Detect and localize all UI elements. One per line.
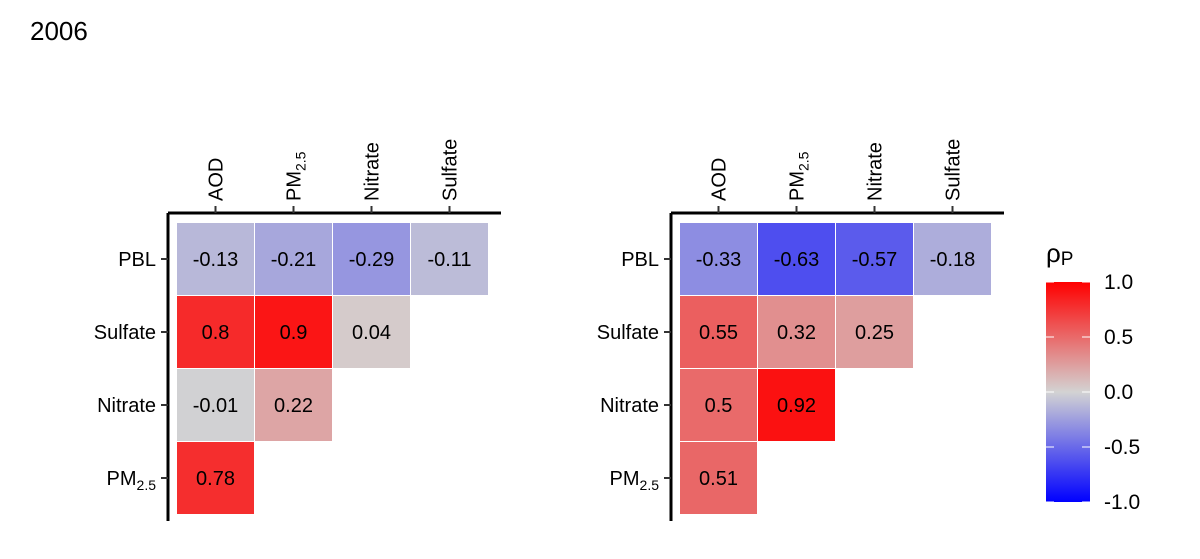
- x-tick-label: Sulfate: [440, 139, 462, 201]
- colorbar-tick-label: 0.0: [1104, 381, 1133, 404]
- cell-value-label: 0.92: [777, 395, 816, 417]
- heatmap-panel-1: -0.13 -0.21 -0.29 -0.11 0.8 0.9 0.04 -0.01 0.22 0…: [94, 139, 501, 521]
- colorbar-tick-label: 1.0: [1104, 271, 1133, 294]
- heatmap-cell: [758, 369, 835, 441]
- cell-value-label: -0.29: [349, 249, 395, 271]
- heatmap-cell: [177, 296, 254, 368]
- cell-value-label: 0.32: [777, 322, 816, 344]
- x-tick-label: Sulfate: [943, 139, 965, 201]
- heatmap-cell: [333, 223, 410, 295]
- x-tick-label: AOD: [206, 158, 228, 201]
- cell-value-label: 0.04: [352, 322, 391, 344]
- y-tick-label: PM2.5: [610, 468, 660, 493]
- cell-value-label: -0.21: [271, 249, 317, 271]
- heatmap-cell: [914, 223, 991, 295]
- heatmap-cell: [255, 296, 332, 368]
- x-tick-label: Nitrate: [362, 142, 384, 201]
- y-tick-label: PBL: [118, 249, 156, 271]
- y-tick-label: PM2.5: [107, 468, 157, 493]
- heatmap-cell: [758, 296, 835, 368]
- heatmap-cell: [177, 369, 254, 441]
- cell-value-label: -0.57: [852, 249, 898, 271]
- cell-value-label: 0.5: [705, 395, 733, 417]
- heatmap-cell: [758, 223, 835, 295]
- colorbar-tick-label: 0.5: [1104, 326, 1133, 349]
- cell-value-label: -0.33: [696, 249, 742, 271]
- cell-value-label: 0.8: [202, 322, 230, 344]
- cell-value-label: 0.25: [855, 322, 894, 344]
- heatmap-cell: [680, 223, 757, 295]
- x-tick-label: PM2.5: [284, 151, 309, 201]
- heatmap-cell: [333, 296, 410, 368]
- cell-value-label: 0.55: [699, 322, 738, 344]
- cell-value-label: -0.11: [427, 249, 471, 271]
- legend-title: ρP: [1046, 238, 1073, 270]
- cell-value-label: 0.9: [280, 322, 308, 344]
- heatmap-cell: [680, 369, 757, 441]
- colorbar-tick-label: -0.5: [1104, 436, 1140, 459]
- heatmap-cell: [836, 296, 913, 368]
- heatmap-panel-2: -0.33 -0.63 -0.57 -0.18 0.55 0.32 0.25 0.5 0.92 0…: [597, 139, 1004, 521]
- x-tick-label: AOD: [709, 158, 731, 201]
- heatmap-cell: [411, 223, 488, 295]
- heatmap-cell: [836, 223, 913, 295]
- y-tick-label: Nitrate: [97, 395, 156, 417]
- y-tick-label: Sulfate: [597, 322, 659, 344]
- colorbar-tick-label: -1.0: [1104, 491, 1140, 514]
- heatmap-cell: [177, 223, 254, 295]
- cell-value-label: -0.18: [930, 249, 976, 271]
- heatmap-cell: [255, 223, 332, 295]
- heatmap-cell: [177, 442, 254, 514]
- cell-value-label: -0.13: [193, 249, 239, 271]
- heatmap-cell: [680, 442, 757, 514]
- cell-value-label: 0.51: [699, 468, 738, 490]
- heatmap-cell: [255, 369, 332, 441]
- color-legend: ρP 1.0 0.5 0.0 -0.5 -1.0: [1046, 238, 1140, 514]
- cell-value-label: 0.78: [196, 468, 235, 490]
- cell-value-label: 0.22: [274, 395, 313, 417]
- y-tick-label: Nitrate: [600, 395, 659, 417]
- figure-title: 2006: [30, 16, 88, 46]
- y-tick-label: Sulfate: [94, 322, 156, 344]
- x-tick-label: Nitrate: [865, 142, 887, 201]
- cell-value-label: -0.01: [193, 395, 239, 417]
- cell-value-label: -0.63: [774, 249, 820, 271]
- y-tick-label: PBL: [621, 249, 659, 271]
- heatmap-cell: [680, 296, 757, 368]
- x-tick-label: PM2.5: [787, 151, 812, 201]
